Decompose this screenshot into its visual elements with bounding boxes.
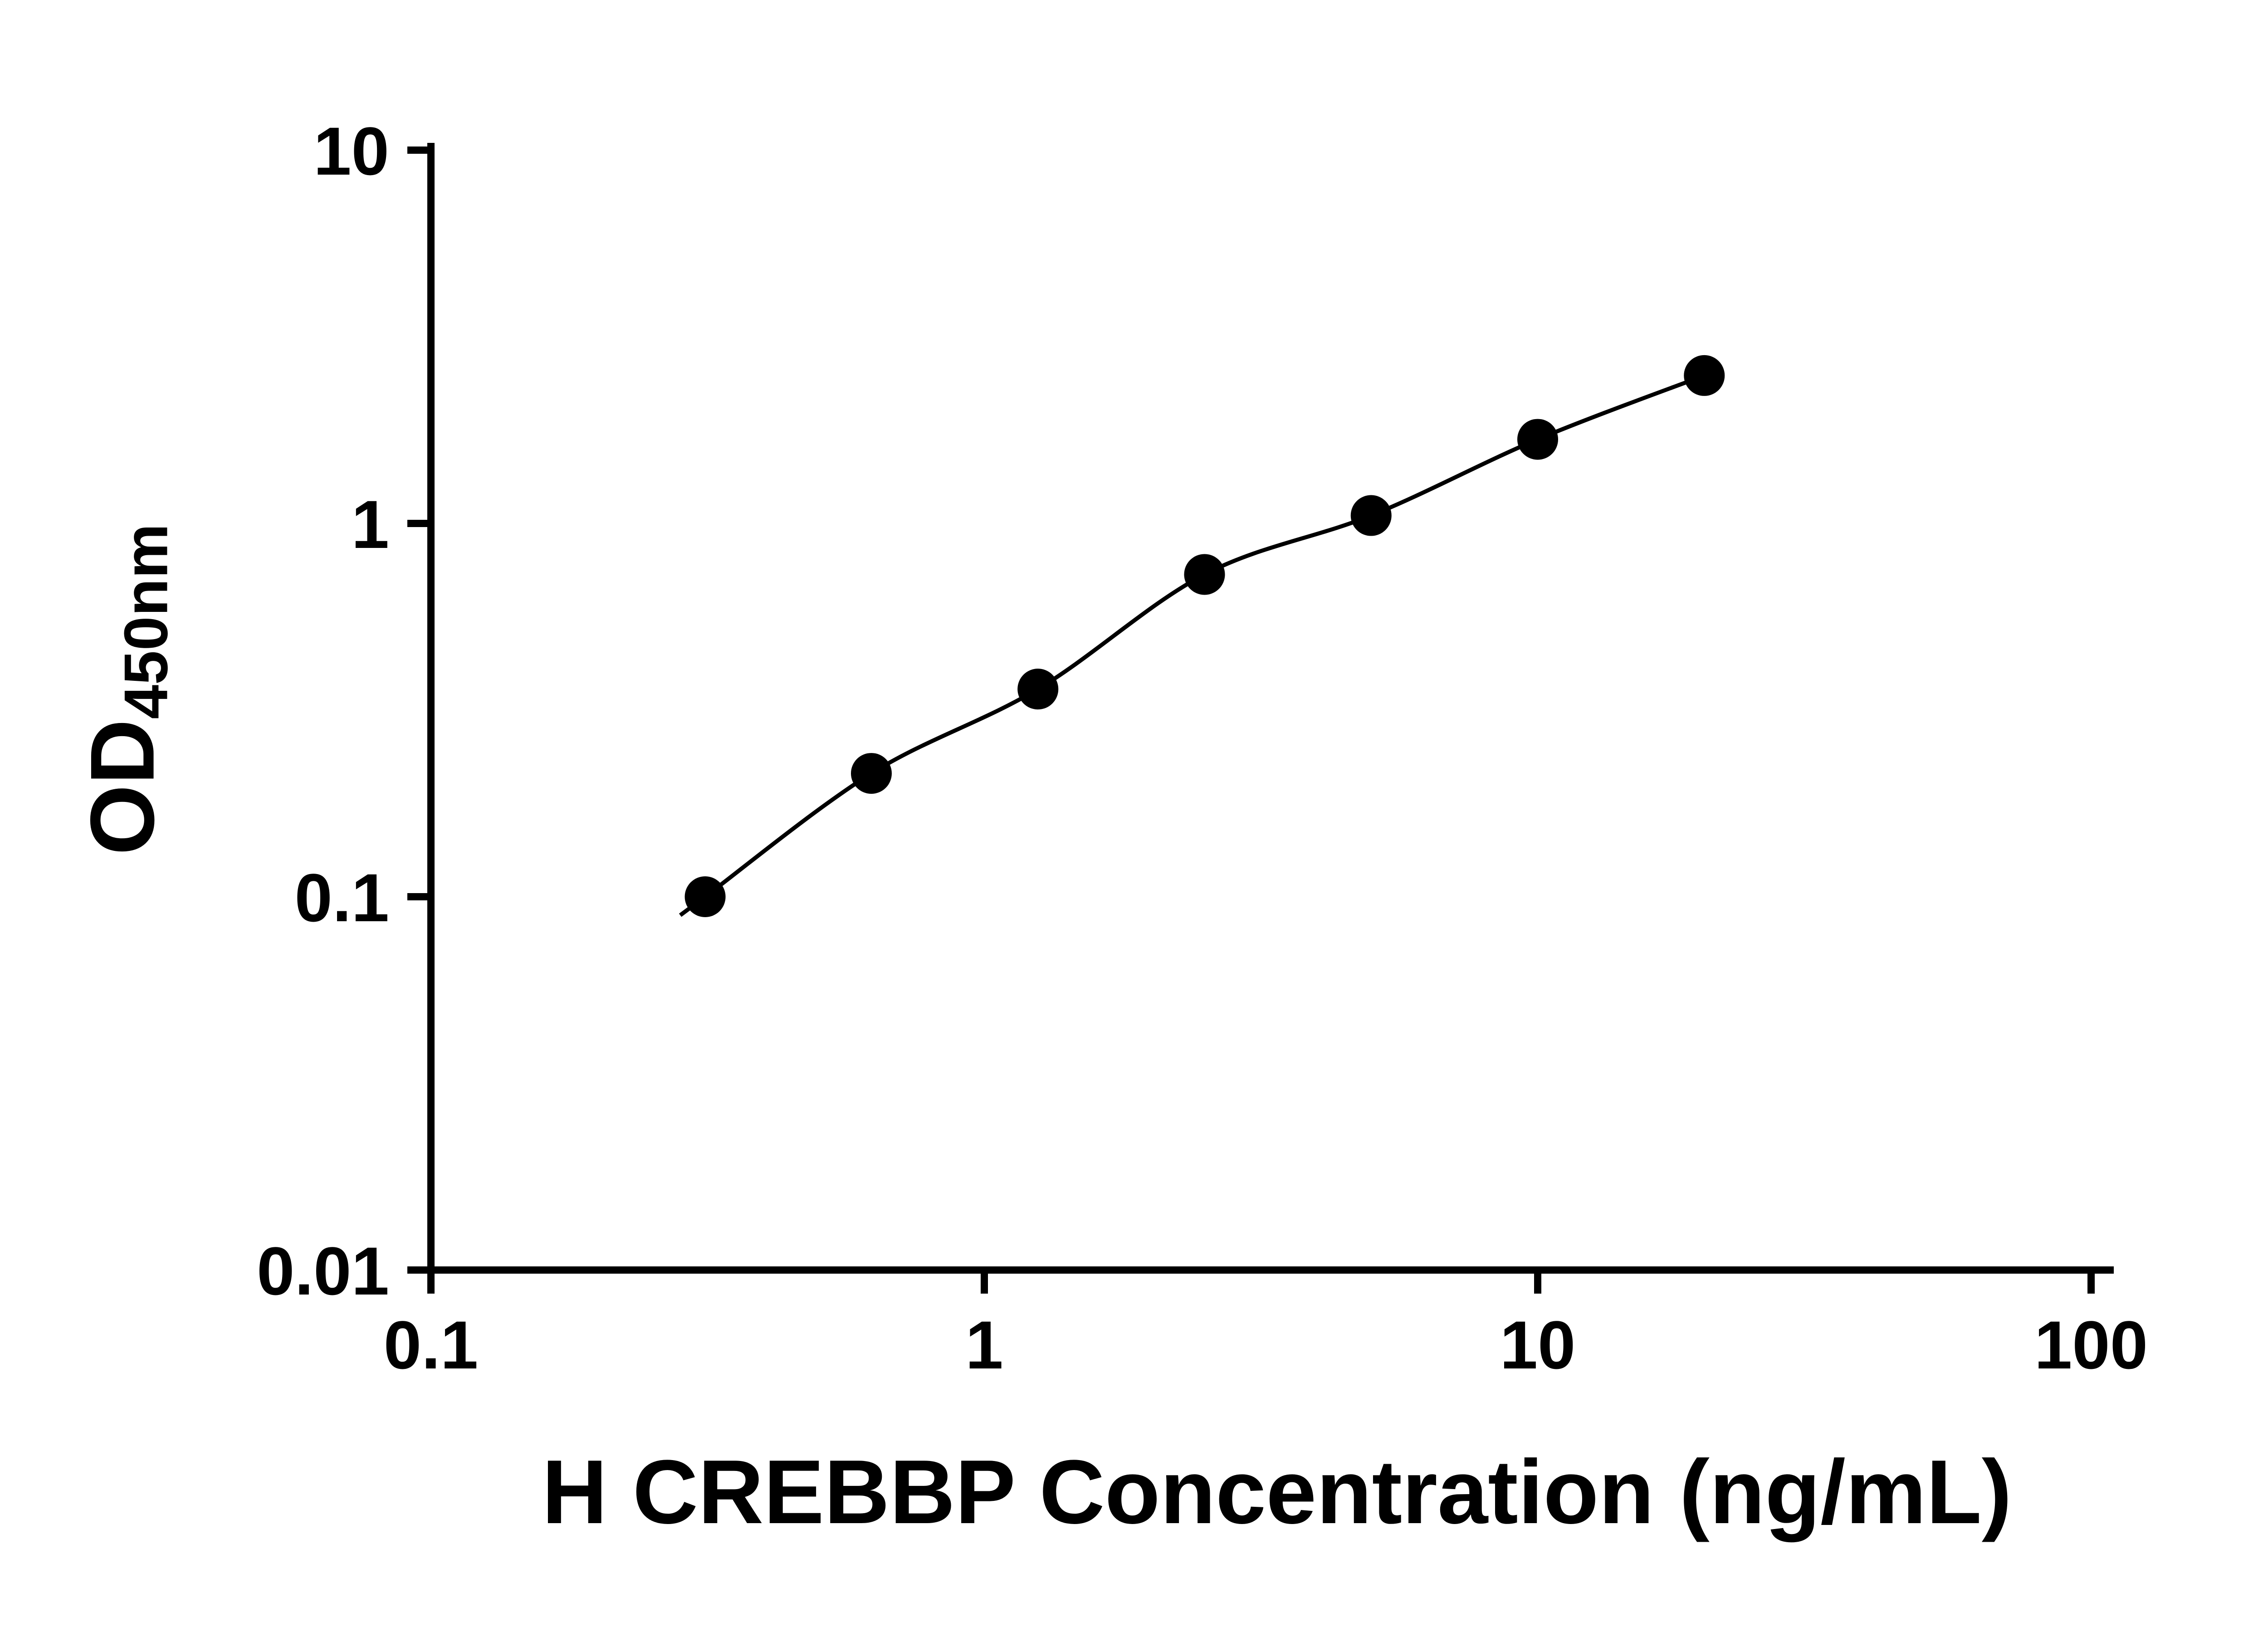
y-tick-label: 0.01 — [257, 1233, 389, 1309]
x-tick-label: 10 — [1500, 1307, 1576, 1383]
data-point-2 — [1017, 669, 1059, 710]
y-tick-label: 0.1 — [294, 860, 389, 936]
y-axis-title: OD450nm — [72, 523, 181, 855]
fit-curve — [679, 373, 1705, 917]
data-point-0 — [684, 876, 726, 917]
x-tick-label: 0.1 — [384, 1307, 479, 1383]
y-axis-title-subscript: 450nm — [111, 523, 181, 719]
data-point-6 — [1684, 355, 1725, 396]
plot-axes — [407, 143, 2114, 1294]
axis-spine — [427, 143, 2114, 1274]
x-axis-title: H CREBBP Concentration (ng/mL) — [542, 1441, 2012, 1543]
data-points-layer — [684, 355, 1725, 917]
y-axis-title-main: OD — [72, 719, 173, 855]
y-tick-label: 10 — [313, 113, 389, 189]
y-tick-label: 1 — [352, 486, 389, 562]
data-point-4 — [1350, 495, 1392, 536]
data-point-5 — [1517, 419, 1558, 460]
x-tick-label: 100 — [2034, 1307, 2148, 1383]
data-point-1 — [850, 753, 892, 794]
fit-curve-layer — [679, 373, 1705, 917]
x-tick-label: 1 — [965, 1307, 1003, 1383]
data-point-3 — [1184, 554, 1225, 595]
